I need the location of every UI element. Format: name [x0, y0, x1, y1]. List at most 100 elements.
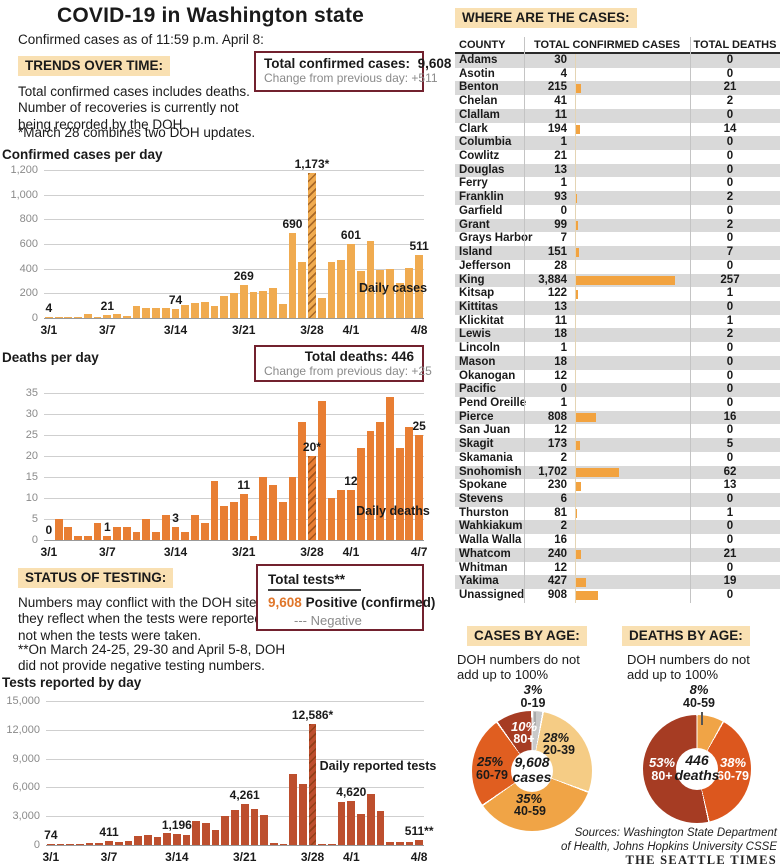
bar-value-label: 690 [282, 216, 303, 231]
x-axis-label: 3/21 [232, 545, 256, 559]
y-axis-label: 20 [25, 450, 38, 462]
cases-mini-bar [575, 591, 599, 601]
x-axis-label: 3/28 [300, 850, 325, 864]
county-name-cell: Ferry [459, 177, 488, 190]
deaths-count-cell: 0 [726, 355, 734, 368]
bar [231, 809, 239, 845]
y-axis-label: 25 [25, 429, 38, 441]
bar [220, 296, 229, 318]
y-axis-label: 10 [25, 492, 38, 504]
deaths-count-cell: 7 [726, 246, 734, 259]
table-row: Klickitat 11 1 [455, 315, 780, 329]
cases-donut-center-label: cases [512, 769, 552, 785]
bar [337, 489, 346, 540]
deaths-count-cell: 2 [726, 191, 734, 204]
cases-count-cell: 151 [547, 246, 567, 259]
deaths-count-cell: 257 [720, 273, 740, 286]
col-header-deaths: TOTAL DEATHS [693, 39, 777, 51]
table-row: Wahkiakum 2 0 [455, 520, 780, 535]
y-axis-label: 15,000 [6, 695, 40, 707]
total-tests-box: Total tests** 9,608 Positive (confirmed)… [256, 564, 435, 631]
bar-value-label: 601 [340, 227, 361, 242]
x-axis-label: 4/8 [410, 323, 428, 337]
bar [142, 519, 151, 540]
total-cases-value: 9,608 [417, 56, 452, 71]
bar [327, 262, 336, 318]
bar [182, 834, 191, 845]
bar [172, 833, 181, 845]
chart-inner-label: Daily cases [358, 281, 428, 295]
tests-positive-label: Positive (confirmed) [305, 595, 436, 610]
bar [171, 308, 180, 318]
bar [405, 426, 414, 540]
bar [366, 240, 375, 318]
county-name-cell: Spokane [459, 479, 507, 492]
bar [405, 267, 414, 318]
bar [328, 844, 336, 845]
deaths-count-cell: 0 [726, 108, 734, 121]
y-axis-label: 0 [33, 839, 40, 851]
cases-age-80-label: 80+ [513, 732, 535, 746]
x-axis-label: 3/14 [163, 545, 188, 559]
gridline [44, 435, 424, 436]
bar [239, 493, 248, 540]
county-name-cell: Island [459, 246, 493, 259]
deaths-donut-center-label: deaths [674, 767, 720, 783]
cases-count-cell: 215 [547, 81, 567, 94]
county-name-cell: Kitsap [459, 287, 495, 300]
bar-value-label: 4,261 [229, 788, 260, 803]
bar [211, 829, 220, 845]
county-name-cell: Garfield [459, 204, 503, 217]
tests-positive-line: 9,608 Positive (confirmed) [268, 595, 435, 610]
deaths-count-cell: 0 [726, 54, 734, 66]
tests-chart-title: Tests reported by day [2, 675, 142, 690]
total-cases-change: Change from previous day: +511 [264, 71, 438, 85]
gridline [44, 414, 424, 415]
trends-body-text: Total confirmed cases includes deaths. N… [18, 84, 250, 132]
bar [83, 314, 92, 318]
county-name-cell: Skagit [459, 438, 494, 451]
bar [163, 832, 172, 845]
table-row: Unassigned 908 0 [455, 589, 780, 603]
bar [124, 840, 133, 845]
bar [200, 523, 209, 540]
table-row: Franklin 93 2 [455, 191, 780, 205]
county-name-cell: Pierce [459, 410, 494, 423]
y-axis-label: 12,000 [6, 723, 40, 736]
cases-count-cell: 1,702 [538, 465, 567, 478]
bar-value-label: 511 [409, 238, 429, 253]
county-name-cell: Columbia [459, 136, 512, 149]
bar [298, 783, 307, 845]
bar [259, 477, 268, 540]
x-axis-label: 3/1 [40, 545, 58, 559]
x-axis-label: 3/1 [42, 850, 60, 864]
bar [103, 535, 112, 540]
total-cases-label: Total confirmed cases: [264, 56, 411, 71]
table-row: Chelan 41 2 [455, 95, 780, 109]
table-row: Douglas 13 0 [455, 163, 780, 178]
bar-value-label: 4 [45, 301, 53, 315]
cases-count-cell: 41 [554, 95, 567, 108]
cases-count-cell: 30 [554, 54, 567, 66]
deaths-count-cell: 0 [726, 150, 734, 163]
bar [230, 293, 238, 318]
gridline [46, 845, 424, 846]
chart-inner-label: Daily deaths [356, 504, 430, 518]
table-row: Pend Oreille 1 0 [455, 397, 780, 411]
bar [74, 535, 82, 540]
cases-count-cell: 3,884 [538, 273, 567, 286]
cases-table-heading: WHERE ARE THE CASES: [455, 8, 637, 28]
cases-count-cell: 2 [560, 451, 567, 464]
bar [269, 287, 277, 318]
cases-count-cell: 7 [560, 232, 567, 245]
deaths-count-cell: 0 [726, 493, 734, 506]
cases-mini-bar [575, 467, 619, 477]
deaths-count-cell: 2 [726, 218, 734, 231]
tests-per-day-chart: 0 3,000 6,000 9,000 12,000 15,000 74 411 1,196 4,… [0, 695, 455, 867]
col-header-county: COUNTY [459, 39, 506, 51]
cases-mini-bar [575, 289, 579, 299]
bar [64, 317, 73, 318]
x-axis-label: 4/8 [410, 850, 428, 864]
x-axis-label: 3/7 [100, 850, 118, 864]
bar [192, 821, 201, 845]
